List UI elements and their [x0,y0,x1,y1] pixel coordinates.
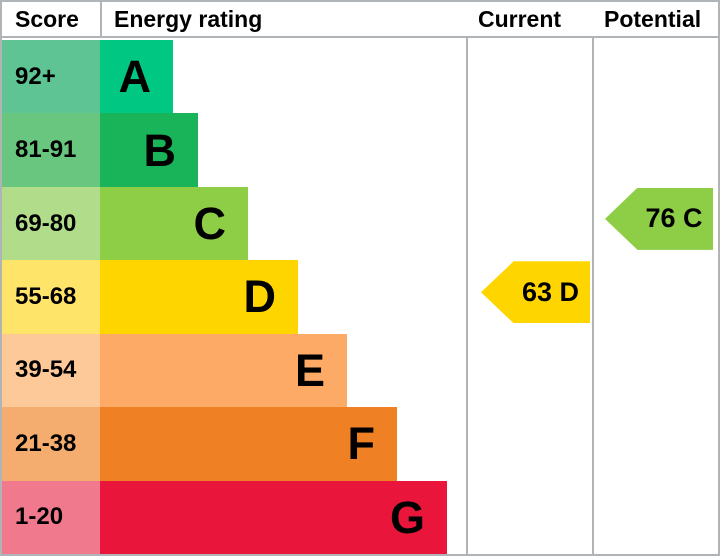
band-letter: F [347,418,376,470]
score-range-cell: 69-80 [2,186,100,261]
score-range-cell: 92+ [2,40,100,114]
column-divider-current [466,2,468,554]
band-row-e: 39-54 E [2,333,718,408]
column-divider-potential [592,2,594,554]
band-row-c: 69-80 C [2,186,718,261]
band-letter: D [243,271,277,323]
band-bar-g: G [100,480,447,554]
band-bar-d: D [100,260,298,334]
header-score: Score [2,2,102,36]
band-bar-e: E [100,333,347,408]
band-row-a: 92+ A [2,40,718,114]
band-letter: A [118,51,152,103]
band-row-d: 55-68 D [2,260,718,334]
band-bar-c: C [100,186,248,261]
band-rows: 92+ A 81-91 B 69-80 C 55-68 D 39-54 E 21-38 F 1-20 G [2,40,718,554]
band-letter: C [193,198,227,250]
band-bar-a: A [100,40,173,114]
header-current: Current [478,5,562,32]
band-bar-f: F [100,407,397,481]
score-range-cell: 55-68 [2,260,100,334]
band-letter: B [143,124,177,176]
header-potential: Potential [604,5,702,32]
band-row-b: 81-91 B [2,113,718,187]
header-energy-rating: Energy rating [114,5,263,32]
chart-header: Score Energy rating Current Potential [2,2,718,38]
score-range-cell: 21-38 [2,407,100,481]
band-letter: E [294,344,325,396]
band-row-g: 1-20 G [2,480,718,554]
current-rating-label: 63 D [521,276,580,307]
band-row-f: 21-38 F [2,407,718,481]
score-range-cell: 1-20 [2,480,100,554]
potential-rating-label: 76 C [645,203,703,234]
band-bar-b: B [100,113,198,187]
score-range-cell: 81-91 [2,113,100,187]
band-letter: G [389,491,425,543]
score-range-cell: 39-54 [2,333,100,408]
